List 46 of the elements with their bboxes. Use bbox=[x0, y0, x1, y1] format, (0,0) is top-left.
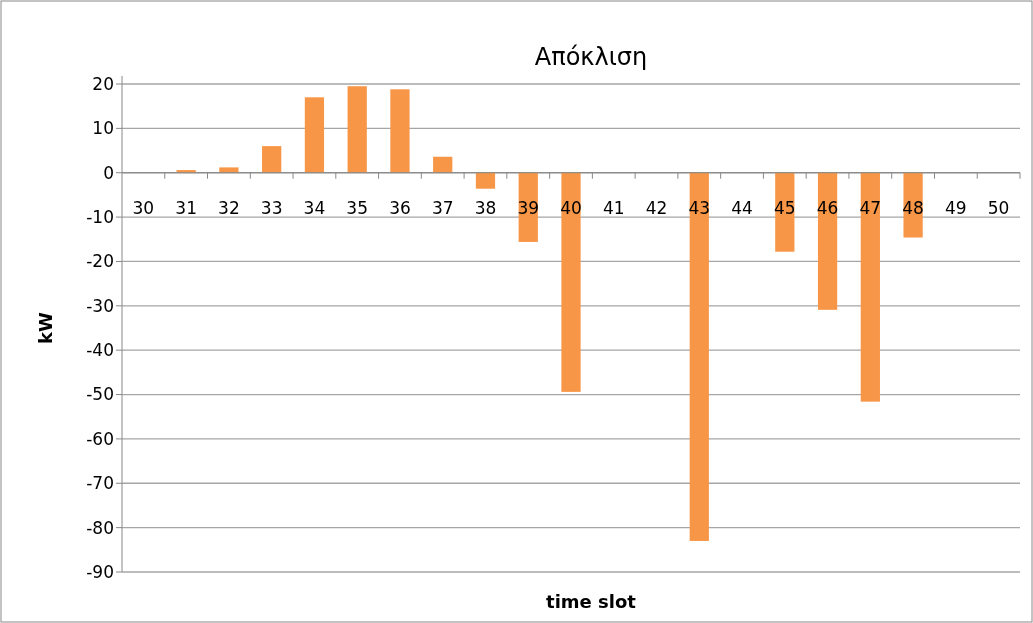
y-tick-label: -50 bbox=[86, 384, 114, 405]
x-tick-label: 47 bbox=[859, 197, 882, 218]
y-tick-label: -40 bbox=[86, 340, 114, 361]
y-tick-label: 20 bbox=[92, 73, 114, 94]
bar bbox=[262, 146, 282, 173]
x-tick-label: 35 bbox=[346, 197, 369, 218]
x-tick-label: 30 bbox=[132, 197, 155, 218]
x-tick-label: 32 bbox=[218, 197, 240, 218]
bar bbox=[304, 97, 325, 173]
bar bbox=[390, 89, 410, 173]
x-tick-label: 37 bbox=[431, 197, 454, 218]
bar bbox=[433, 156, 453, 173]
bar bbox=[903, 172, 923, 238]
y-tick-label: -20 bbox=[86, 251, 114, 272]
x-tick-label: 34 bbox=[303, 197, 326, 218]
x-tick-label: 50 bbox=[987, 197, 1010, 218]
y-tick-label: -90 bbox=[86, 561, 114, 582]
bar bbox=[689, 172, 709, 541]
x-tick-label: 48 bbox=[902, 197, 924, 218]
x-tick-label: 49 bbox=[945, 197, 967, 218]
chart-title: Απόκλιση bbox=[534, 43, 648, 71]
x-tick-label: 38 bbox=[474, 197, 497, 218]
y-tick-label: 0 bbox=[103, 162, 114, 183]
x-tick-label: 44 bbox=[731, 197, 753, 218]
bar bbox=[219, 167, 239, 173]
bar bbox=[347, 86, 367, 173]
y-tick-label: -70 bbox=[86, 473, 114, 494]
x-axis-title: time slot bbox=[546, 591, 637, 612]
x-tick-label: 39 bbox=[517, 197, 540, 218]
bar bbox=[817, 172, 838, 310]
x-tick-label: 33 bbox=[260, 197, 283, 218]
bar bbox=[475, 172, 496, 189]
y-tick-label: -60 bbox=[86, 428, 114, 449]
x-tick-label: 43 bbox=[688, 197, 711, 218]
y-tick-label: -80 bbox=[86, 517, 114, 538]
y-tick-label: -30 bbox=[86, 295, 114, 316]
bar bbox=[561, 172, 581, 392]
x-tick-label: 36 bbox=[389, 197, 411, 218]
x-tick-label: 31 bbox=[175, 197, 197, 218]
x-tick-label: 40 bbox=[560, 197, 582, 218]
bar bbox=[860, 172, 880, 402]
x-tick-label: 42 bbox=[645, 197, 668, 218]
y-tick-label: -10 bbox=[86, 207, 114, 228]
y-axis-title: kW bbox=[35, 311, 56, 344]
y-tick-label: 10 bbox=[92, 118, 114, 139]
x-tick-label: 41 bbox=[602, 197, 625, 218]
